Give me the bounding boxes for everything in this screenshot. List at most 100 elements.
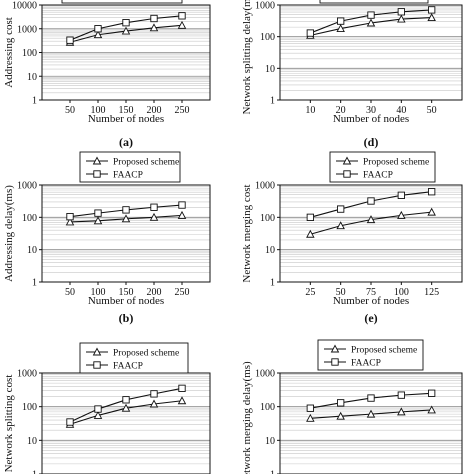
y-tick-label: 10 [265,245,275,256]
y-tick-label: 1 [270,96,275,107]
data-point [428,188,436,196]
legend-box-cropped [319,0,429,4]
data-point [149,23,159,32]
series-proposed-scheme [306,13,436,39]
data-point [93,216,103,225]
legend-marker [343,170,351,178]
y-tick-label: 10000 [12,1,37,12]
y-tick-label: 100 [260,402,275,413]
legend-marker [93,361,101,369]
y-tick-label: 100 [22,213,37,224]
data-point [65,217,75,226]
data-point [122,396,130,404]
data-point [94,25,102,33]
legend-marker [331,358,339,366]
data-point [366,409,376,418]
data-point [149,399,159,408]
data-point [94,405,102,413]
x-tick-label: 50 [427,105,437,116]
y-tick-label: 1 [32,470,37,474]
data-point [397,14,406,23]
y-tick-label: 1000 [255,369,275,380]
data-point [427,207,436,216]
data-point [178,12,186,20]
panel-label: (e) [364,311,377,325]
y-axis-label: Network splitting delay(ms) [241,0,253,115]
legend-box-cropped [61,0,183,4]
data-point [336,411,345,420]
data-point [306,29,314,37]
series-proposed-scheme [306,405,436,422]
panel-label: (a) [119,135,133,149]
data-point [150,203,158,211]
y-axis-label: Network merging delay(ms) [241,361,253,474]
data-point [306,229,315,238]
series-proposed-scheme [65,20,187,46]
y-tick-label: 1000 [255,181,275,192]
x-tick-label: 30 [366,105,376,116]
chart-b: 1 10 100 1000 50 100 150 200 250 Addressing delay… [3,151,211,325]
data-point [397,191,405,199]
data-point [428,389,436,397]
x-tick-label: 25 [305,287,315,298]
y-tick-label: 100 [22,48,37,59]
data-point [337,399,345,407]
chart-a: 1 10 100 1000 10000 50 100 150 200 250 Addressing … [3,1,211,149]
legend-marker [92,156,102,165]
series-faacp [306,389,436,412]
data-point [122,19,130,27]
data-point [397,210,406,219]
data-point [93,410,103,419]
legend-label: Proposed scheme [113,349,179,359]
plot-area [42,185,210,282]
y-axis-label: Addressing delay(ms) [3,185,15,282]
legend-marker [330,344,340,353]
x-tick-label: 50 [65,287,75,298]
y-axis-label: Network splitting cost [3,375,15,473]
series-faacp [306,188,436,221]
y-tick-label: 100 [260,32,275,43]
legend-label: FAACP [351,359,381,369]
legend: Proposed scheme FAACP [317,339,424,371]
data-point [66,418,74,426]
panel-label: (b) [119,311,134,325]
legend-label: Proposed scheme [351,346,417,356]
data-point [397,407,406,416]
legend: Proposed scheme FAACP [79,342,189,374]
x-tick-label: 10 [305,105,315,116]
data-point [397,8,405,16]
y-tick-label: 100 [22,402,37,413]
x-tick-label: 250 [175,105,190,116]
legend-label: FAACP [363,171,393,181]
x-tick-label: 20 [336,105,346,116]
x-axis-label: Number of nodes [333,295,409,307]
data-point [366,215,376,224]
data-point [306,213,314,221]
y-tick-label: 10 [27,72,37,83]
y-axis-label: Addressing cost [3,17,15,88]
data-point [149,212,159,221]
data-point [178,384,186,392]
x-tick-label: 150 [119,287,134,298]
data-point [66,212,74,221]
data-point [367,11,375,19]
plot-frame [279,372,463,474]
x-tick-label: 150 [119,105,134,116]
legend-marker [92,347,102,356]
series-proposed-scheme [65,210,187,226]
y-axis-label: Network merging cost [241,184,253,282]
x-tick-label: 40 [396,105,406,116]
plot-area [280,373,462,474]
x-tick-label: 100 [91,105,106,116]
data-point [427,405,436,414]
data-point [121,403,131,412]
data-point [306,413,315,422]
series-faacp [306,6,436,37]
x-tick-label: 200 [147,287,162,298]
y-tick-label: 1000 [255,1,275,12]
x-tick-label: 250 [175,287,190,298]
legend-marker [342,156,352,165]
data-point [337,205,345,213]
data-point [66,36,74,44]
